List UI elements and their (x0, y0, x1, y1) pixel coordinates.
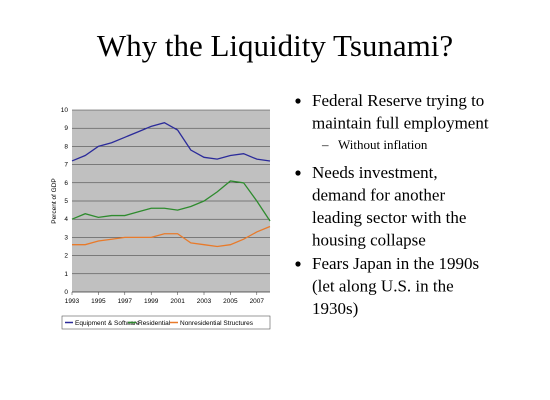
bullet-text: (let along U.S. in the (312, 277, 454, 296)
y-tick-label: 9 (64, 125, 68, 132)
sub-bullet-dash: – (321, 137, 329, 152)
legend-label: Residential (138, 320, 171, 327)
bullet-text: Federal Reserve trying to (312, 91, 484, 110)
legend (61, 315, 271, 330)
x-tick-label: 1995 (91, 298, 106, 305)
y-tick-label: 10 (61, 107, 69, 114)
bullet-text: 1930s) (312, 299, 358, 318)
bullet-text: leading sector with the (312, 208, 466, 227)
y-tick-label: 5 (64, 198, 68, 205)
y-tick-label: 4 (64, 216, 68, 223)
legend-label: Nonresidential Structures (180, 320, 254, 327)
slide-title: Why the Liquidity Tsunami? (97, 28, 453, 63)
x-tick-label: 1997 (118, 298, 133, 305)
bullet-dot (295, 261, 301, 267)
sub-bullet-text: Without inflation (338, 137, 428, 152)
x-tick-label: 2001 (170, 298, 185, 305)
legend-label: Equipment & Software (75, 320, 140, 327)
data-line (71, 122, 271, 162)
y-tick-label: 2 (64, 253, 68, 260)
x-tick-label: 1993 (65, 298, 80, 305)
y-tick-label: 0 (64, 289, 68, 296)
bullet-text: housing collapse (312, 231, 426, 250)
y-axis-label: Percent of GDP (51, 178, 58, 224)
bullet-text: Needs investment, (312, 163, 438, 182)
x-tick-label: 2007 (250, 298, 265, 305)
data-line (71, 180, 271, 222)
x-tick-label: 2003 (197, 298, 212, 305)
bullet-text: maintain full employment (312, 114, 489, 133)
y-tick-label: 1 (64, 271, 68, 278)
bullet-dot (295, 170, 301, 176)
bullet-dot (295, 98, 301, 104)
y-tick-label: 6 (64, 180, 68, 187)
data-line (72, 225, 271, 248)
bullet-text: Fears Japan in the 1990s (312, 254, 479, 273)
y-tick-label: 8 (64, 143, 68, 150)
y-tick-label: 7 (64, 162, 68, 169)
x-tick-label: 2005 (223, 298, 238, 305)
x-tick-label: 1999 (144, 298, 159, 305)
y-tick-label: 3 (64, 234, 68, 241)
bullet-text: demand for another (312, 186, 445, 205)
